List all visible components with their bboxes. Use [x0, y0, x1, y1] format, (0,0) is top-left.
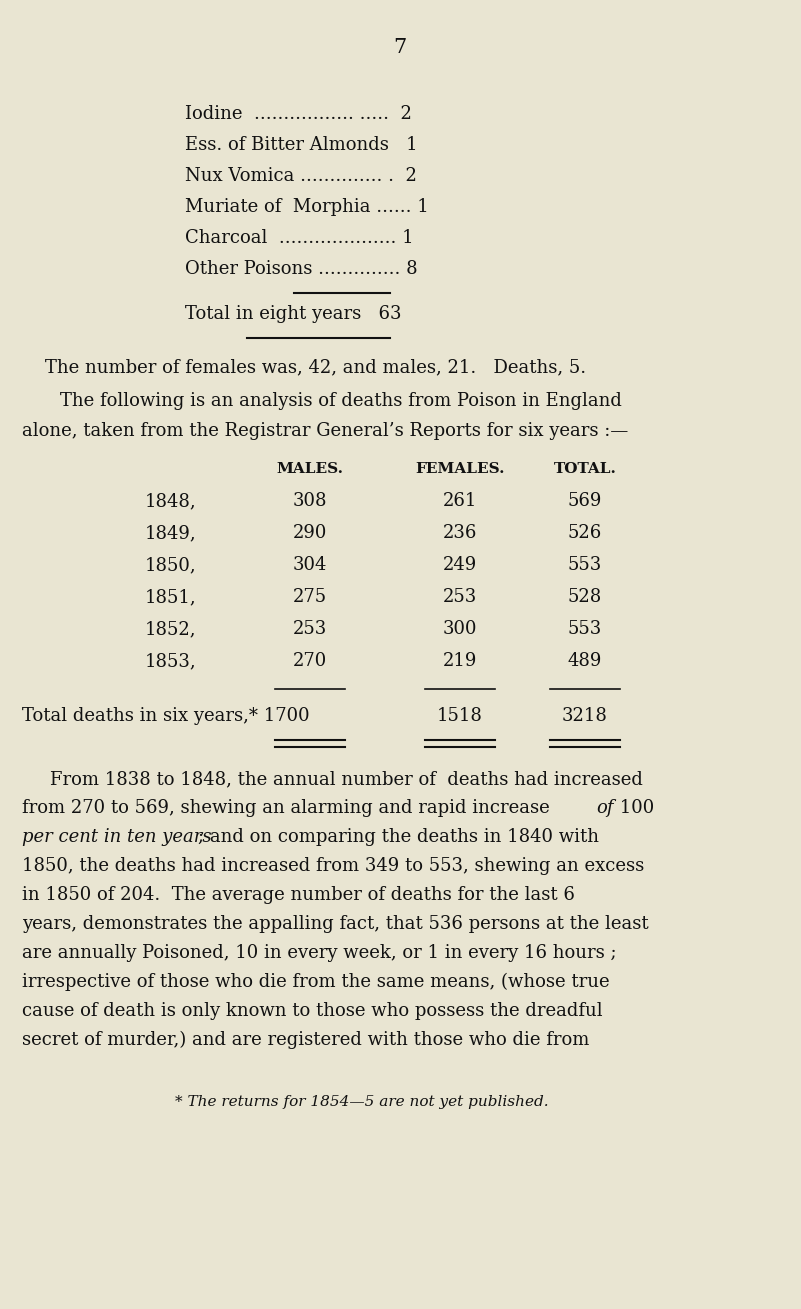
Text: cause of death is only known to those who possess the dreadful: cause of death is only known to those wh… [22, 1001, 602, 1020]
Text: 1850, the deaths had increased from 349 to 553, shewing an excess: 1850, the deaths had increased from 349 … [22, 857, 644, 874]
Text: 1853,: 1853, [145, 652, 196, 670]
Text: 275: 275 [293, 588, 327, 606]
Text: 290: 290 [293, 524, 327, 542]
Text: 489: 489 [568, 652, 602, 670]
Text: from 270 to 569, shewing an alarming and rapid increase: from 270 to 569, shewing an alarming and… [22, 798, 556, 817]
Text: The following is an analysis of deaths from Poison in England: The following is an analysis of deaths f… [60, 391, 622, 410]
Text: Ess. of Bitter Almonds   1: Ess. of Bitter Almonds 1 [185, 136, 417, 154]
Text: 1849,: 1849, [145, 524, 196, 542]
Text: 308: 308 [292, 492, 328, 511]
Text: alone, taken from the Registrar General’s Reports for six years :—: alone, taken from the Registrar General’… [22, 421, 628, 440]
Text: 553: 553 [568, 556, 602, 575]
Text: Nux Vomica .............. .  2: Nux Vomica .............. . 2 [185, 168, 417, 185]
Text: 1518: 1518 [437, 707, 483, 725]
Text: 553: 553 [568, 620, 602, 637]
Text: of: of [596, 798, 614, 817]
Text: are annually Poisoned, 10 in every week, or 1 in every 16 hours ;: are annually Poisoned, 10 in every week,… [22, 944, 617, 962]
Text: secret of murder,) and are registered with those who die from: secret of murder,) and are registered wi… [22, 1031, 590, 1050]
Text: * The returns for 1854—5 are not yet published.: * The returns for 1854—5 are not yet pub… [175, 1096, 549, 1109]
Text: Charcoal  .................... 1: Charcoal .................... 1 [185, 229, 413, 247]
Text: 270: 270 [293, 652, 327, 670]
Text: Total in eight years   63: Total in eight years 63 [185, 305, 401, 323]
Text: MALES.: MALES. [276, 462, 344, 476]
Text: years, demonstrates the appalling fact, that 536 persons at the least: years, demonstrates the appalling fact, … [22, 915, 649, 933]
Text: 1848,: 1848, [145, 492, 196, 511]
Text: 100: 100 [614, 798, 654, 817]
Text: irrespective of those who die from the same means, (whose true: irrespective of those who die from the s… [22, 973, 610, 991]
Text: 528: 528 [568, 588, 602, 606]
Text: The number of females was, 42, and males, 21.   Deaths, 5.: The number of females was, 42, and males… [45, 357, 586, 376]
Text: 253: 253 [293, 620, 327, 637]
Text: Other Poisons .............. 8: Other Poisons .............. 8 [185, 260, 417, 278]
Text: 1851,: 1851, [145, 588, 196, 606]
Text: Total deaths in six years,* 1700: Total deaths in six years,* 1700 [22, 707, 310, 725]
Text: 1850,: 1850, [145, 556, 196, 575]
Text: 3218: 3218 [562, 707, 608, 725]
Text: 569: 569 [568, 492, 602, 511]
Text: 526: 526 [568, 524, 602, 542]
Text: 236: 236 [443, 524, 477, 542]
Text: From 1838 to 1848, the annual number of  deaths had increased: From 1838 to 1848, the annual number of … [50, 770, 643, 788]
Text: FEMALES.: FEMALES. [415, 462, 505, 476]
Text: 249: 249 [443, 556, 477, 575]
Text: per cent in ten years: per cent in ten years [22, 829, 211, 846]
Text: TOTAL.: TOTAL. [553, 462, 617, 476]
Text: 253: 253 [443, 588, 477, 606]
Text: 304: 304 [293, 556, 327, 575]
Text: Iodine  ................. .....  2: Iodine ................. ..... 2 [185, 105, 412, 123]
Text: 1852,: 1852, [145, 620, 196, 637]
Text: ; and on comparing the deaths in 1840 with: ; and on comparing the deaths in 1840 wi… [198, 829, 599, 846]
Text: 219: 219 [443, 652, 477, 670]
Text: 261: 261 [443, 492, 477, 511]
Text: 300: 300 [443, 620, 477, 637]
Text: Muriate of  Morphia ...... 1: Muriate of Morphia ...... 1 [185, 198, 429, 216]
Text: 7: 7 [393, 38, 407, 58]
Text: in 1850 of 204.  The average number of deaths for the last 6: in 1850 of 204. The average number of de… [22, 886, 575, 905]
